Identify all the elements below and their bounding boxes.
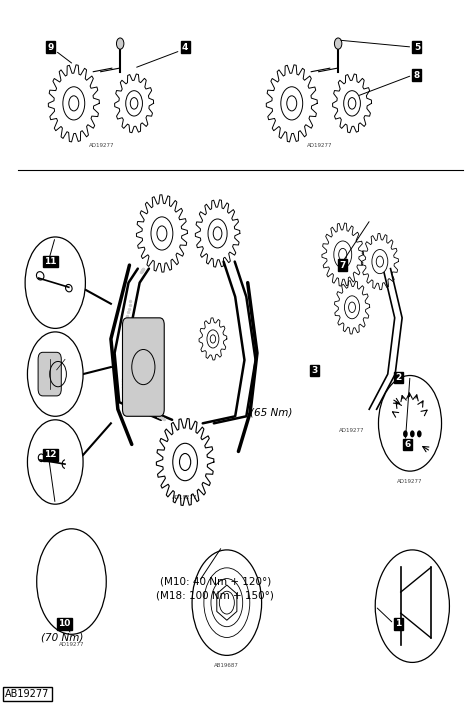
Circle shape (208, 219, 227, 248)
Text: 3: 3 (312, 366, 318, 375)
Circle shape (378, 376, 442, 471)
Text: (M10: 40 Nm + 120°): (M10: 40 Nm + 120°) (160, 577, 271, 587)
Circle shape (417, 431, 421, 438)
Circle shape (403, 431, 408, 438)
Circle shape (375, 550, 449, 662)
Circle shape (27, 332, 83, 417)
Text: AD19277: AD19277 (397, 479, 423, 484)
Text: 11: 11 (45, 257, 57, 266)
Circle shape (207, 330, 219, 348)
Text: (M18: 100 Nm + 150°): (M18: 100 Nm + 150°) (156, 591, 274, 601)
FancyBboxPatch shape (122, 318, 164, 417)
Text: 6: 6 (405, 440, 411, 449)
Text: AB19687: AB19687 (214, 664, 239, 669)
Text: AD19277: AD19277 (307, 143, 332, 148)
Text: 1: 1 (395, 619, 401, 628)
Text: 10: 10 (58, 619, 71, 628)
Circle shape (36, 529, 106, 634)
Circle shape (27, 420, 83, 504)
Text: AD19277: AD19277 (173, 495, 198, 500)
Text: (70 Nm): (70 Nm) (41, 633, 83, 642)
Circle shape (60, 563, 83, 599)
Circle shape (126, 90, 143, 116)
Circle shape (25, 237, 85, 328)
Text: 7: 7 (339, 261, 346, 270)
Text: 5: 5 (414, 42, 420, 52)
Circle shape (345, 296, 360, 318)
Circle shape (192, 550, 262, 655)
FancyBboxPatch shape (38, 352, 61, 396)
Text: 12: 12 (45, 450, 57, 460)
Text: (65 Nm): (65 Nm) (250, 408, 292, 418)
Circle shape (63, 87, 85, 120)
Circle shape (334, 241, 352, 268)
Text: AD19277: AD19277 (89, 143, 114, 148)
Circle shape (410, 431, 415, 438)
Text: AD19277: AD19277 (43, 337, 68, 342)
Circle shape (117, 38, 124, 49)
Text: 4: 4 (182, 42, 188, 52)
Text: 9: 9 (47, 42, 54, 52)
Circle shape (173, 443, 198, 481)
Circle shape (151, 217, 173, 250)
Circle shape (335, 38, 342, 49)
Text: AB19277: AB19277 (5, 689, 50, 699)
Text: AD19277: AD19277 (339, 428, 365, 433)
Text: AD19277: AD19277 (43, 424, 68, 429)
Text: AD19277: AD19277 (59, 642, 84, 647)
Text: 2: 2 (395, 373, 401, 382)
Text: 8: 8 (414, 71, 420, 80)
Circle shape (281, 87, 303, 120)
Circle shape (372, 249, 388, 274)
Circle shape (344, 90, 360, 116)
